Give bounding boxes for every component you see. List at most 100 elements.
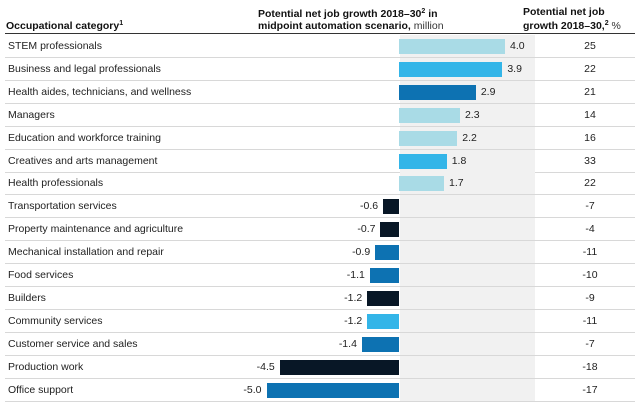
bar bbox=[399, 130, 458, 146]
row-band bbox=[400, 286, 535, 309]
bar bbox=[399, 84, 476, 100]
row-band bbox=[400, 264, 535, 286]
chart-row: Transportation services -0.6 -7 bbox=[5, 195, 635, 219]
row-divider bbox=[5, 377, 635, 379]
row-divider bbox=[5, 263, 635, 265]
bar bbox=[399, 153, 447, 169]
category-label: Education and workforce training bbox=[8, 131, 161, 144]
bar bbox=[361, 336, 399, 352]
category-label: Production work bbox=[8, 360, 84, 373]
growth-pct-value: -17 bbox=[582, 383, 598, 396]
bar bbox=[279, 359, 399, 375]
row-divider bbox=[5, 308, 635, 310]
row-divider bbox=[5, 148, 635, 150]
growth-pct-value: -10 bbox=[582, 269, 598, 281]
category-label: STEM professionals bbox=[8, 40, 102, 52]
growth-pct-value: 22 bbox=[584, 62, 596, 75]
category-label: Business and legal professionals bbox=[8, 62, 161, 75]
bar-value-label: -1.4 bbox=[338, 337, 357, 350]
growth-pct-value: 22 bbox=[584, 177, 596, 190]
category-label: Property maintenance and agriculture bbox=[8, 223, 184, 236]
category-label: Builders bbox=[8, 291, 46, 304]
growth-pct-header: Potential net job growth 2018–30,2 % bbox=[523, 6, 621, 32]
bar bbox=[399, 39, 505, 54]
bar-value-label: 2.9 bbox=[480, 85, 496, 98]
chart-row: Production work -4.5 -18 bbox=[5, 355, 635, 379]
row-divider bbox=[5, 57, 635, 58]
bar-value-label: -1.2 bbox=[344, 291, 363, 304]
growth-pct-value: -4 bbox=[585, 223, 595, 236]
row-divider bbox=[5, 331, 635, 333]
chart-row: Education and workforce training 2.2 16 bbox=[5, 126, 635, 150]
bar-value-label: -0.6 bbox=[360, 200, 379, 213]
growth-pct-value: -11 bbox=[582, 246, 598, 259]
bar bbox=[383, 199, 399, 215]
header-rule bbox=[5, 33, 635, 34]
row-band bbox=[400, 218, 535, 241]
growth-pct-value: 16 bbox=[584, 131, 596, 144]
row-divider bbox=[5, 286, 635, 287]
chart-row: Community services -1.2 -11 bbox=[5, 309, 635, 333]
growth-pct-value: -7 bbox=[585, 337, 595, 350]
growth-pct-value: 25 bbox=[584, 40, 596, 52]
category-label: Managers bbox=[8, 108, 55, 121]
category-label: Office support bbox=[8, 383, 74, 396]
growth-pct-value: 21 bbox=[584, 85, 596, 98]
category-label: Health professionals bbox=[8, 177, 104, 190]
row-divider bbox=[5, 79, 635, 81]
row-divider bbox=[5, 354, 635, 356]
chart-row: Property maintenance and agriculture -0.7… bbox=[5, 218, 635, 242]
chart-row: Mechanical installation and repair -0.9 -1… bbox=[5, 241, 635, 265]
category-label: Creatives and arts management bbox=[8, 154, 158, 167]
row-band bbox=[400, 241, 535, 264]
bar-value-label: -0.9 bbox=[352, 246, 371, 259]
row-divider bbox=[5, 194, 635, 196]
bar-value-label: 1.7 bbox=[449, 177, 464, 190]
category-label: Customer service and sales bbox=[8, 337, 138, 350]
chart-row: Customer service and sales -1.4 -7 bbox=[5, 332, 635, 356]
bar bbox=[375, 245, 399, 261]
bar-value-label: 2.3 bbox=[464, 108, 480, 121]
bar-value-label: 1.8 bbox=[451, 154, 467, 167]
chart-row: Health aides, technicians, and wellness 2… bbox=[5, 80, 635, 104]
bar bbox=[380, 222, 399, 238]
bar-value-label: 4.0 bbox=[510, 40, 525, 52]
bar bbox=[369, 268, 399, 283]
bar-value-label: -1.1 bbox=[346, 269, 365, 281]
bar-value-label: -5.0 bbox=[243, 383, 262, 396]
category-label: Community services bbox=[8, 314, 103, 327]
row-band bbox=[400, 378, 535, 401]
category-label: Mechanical installation and repair bbox=[8, 246, 164, 259]
chart-row: Creatives and arts management 1.8 33 bbox=[5, 149, 635, 173]
row-band bbox=[400, 309, 535, 332]
bar-value-label: -0.7 bbox=[357, 223, 376, 236]
row-divider bbox=[5, 217, 635, 219]
chart-row: Health professionals 1.7 22 bbox=[5, 172, 635, 196]
row-divider bbox=[5, 125, 635, 127]
bar bbox=[399, 107, 460, 123]
growth-pct-value: -11 bbox=[582, 314, 598, 327]
row-divider bbox=[5, 400, 635, 402]
bar bbox=[399, 176, 445, 192]
bar bbox=[266, 382, 399, 398]
chart-row: Business and legal professionals 3.9 22 bbox=[5, 57, 635, 81]
growth-header: Potential net job growth 2018–302 in mid… bbox=[258, 8, 444, 32]
row-band bbox=[400, 332, 535, 355]
growth-pct-value: 14 bbox=[584, 108, 596, 121]
chart-row: Managers 2.3 14 bbox=[5, 103, 635, 127]
chart-row: Food services -1.1 -10 bbox=[5, 264, 635, 287]
bar bbox=[367, 290, 399, 306]
bar bbox=[367, 313, 399, 329]
bar-value-label: -4.5 bbox=[256, 360, 275, 373]
bar-value-label: -1.2 bbox=[344, 314, 363, 327]
row-divider bbox=[5, 171, 635, 173]
row-band bbox=[400, 195, 535, 218]
chart-row: Builders -1.2 -9 bbox=[5, 286, 635, 310]
bar bbox=[399, 61, 503, 77]
category-label: Health aides, technicians, and wellness bbox=[8, 85, 192, 98]
growth-pct-value: -9 bbox=[585, 291, 595, 304]
category-label: Food services bbox=[8, 269, 74, 281]
chart-row: Office support -5.0 -17 bbox=[5, 378, 635, 402]
growth-pct-value: -7 bbox=[585, 200, 595, 213]
growth-pct-value: -18 bbox=[582, 360, 598, 373]
